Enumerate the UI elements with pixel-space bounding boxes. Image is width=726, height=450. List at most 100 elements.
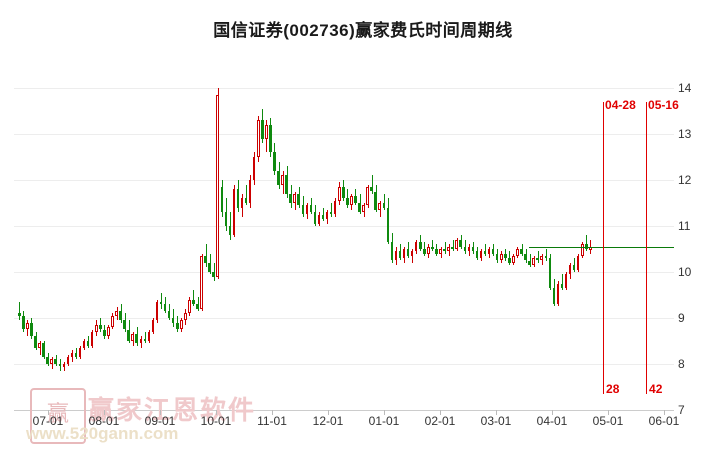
candle-wick — [144, 331, 146, 344]
x-axis-tick-label: 04-01 — [536, 414, 568, 428]
candle-body — [159, 301, 163, 305]
page-title: 国信证券(002736)赢家费氏时间周期线 — [213, 21, 513, 40]
candle-body — [491, 249, 495, 254]
candle-body — [378, 203, 382, 210]
candle-body — [30, 322, 33, 337]
candle-body — [443, 249, 446, 252]
candle-body — [285, 175, 288, 194]
candle-body — [220, 186, 224, 213]
y-axis-tick-label: 13 — [678, 127, 692, 141]
candle-body — [536, 258, 539, 261]
fib-42-top-label: 05-16 — [648, 98, 679, 112]
candle-body — [42, 343, 45, 358]
candle-body — [451, 246, 454, 249]
candle-body — [358, 203, 361, 213]
x-axis-tick-mark — [48, 410, 49, 415]
candle-wick — [229, 212, 231, 240]
candle-body — [301, 205, 305, 215]
candle-body — [410, 251, 414, 256]
candle-body — [447, 246, 450, 252]
candle-wick — [537, 251, 539, 263]
candle-body — [398, 251, 402, 259]
candle-body — [196, 304, 199, 309]
candle-body — [86, 341, 90, 346]
y-axis-tick-label: 10 — [678, 265, 692, 279]
candle-body — [50, 359, 53, 364]
candle-body — [277, 170, 280, 185]
candle-body — [269, 124, 272, 153]
candle-wick — [173, 308, 175, 328]
candle-body — [333, 200, 337, 215]
x-axis-tick-mark — [104, 410, 105, 415]
watermark-url: www.520gann.com — [26, 424, 179, 443]
candle-body — [524, 253, 527, 261]
candle-body — [54, 359, 58, 364]
candle-body — [406, 249, 410, 256]
candle-body — [548, 258, 552, 289]
candle-body — [435, 249, 438, 254]
candle-body — [188, 299, 191, 314]
candle-wick — [39, 341, 41, 355]
candle-body — [342, 186, 345, 199]
candle-body — [479, 251, 483, 259]
candle-body — [74, 352, 78, 358]
x-axis-tick-label: 07-01 — [32, 414, 64, 428]
x-axis-tick-mark — [552, 410, 553, 415]
candle-body — [248, 180, 252, 203]
candle-body — [346, 198, 349, 206]
candle-body — [90, 331, 94, 346]
gridline — [14, 318, 674, 319]
candle-wick — [383, 193, 385, 210]
candle-body — [139, 338, 143, 344]
y-axis-tick-label: 12 — [678, 173, 692, 187]
candle-body — [366, 186, 369, 206]
candle-body — [350, 196, 353, 206]
candle-body — [544, 255, 548, 259]
y-axis-tick-label: 11 — [678, 219, 691, 233]
candle-body — [204, 255, 207, 263]
gridline — [14, 272, 674, 273]
candle-body — [135, 334, 139, 344]
candle-wick — [161, 292, 163, 309]
candle-body — [467, 246, 471, 252]
candle-body — [431, 246, 434, 249]
candle-body — [192, 299, 195, 305]
candle-body — [540, 255, 544, 261]
candle-body — [281, 175, 284, 185]
candle-body — [232, 189, 236, 236]
candle-body — [483, 251, 487, 254]
candle-body — [34, 336, 37, 348]
fib-vline-42 — [646, 102, 648, 394]
candle-wick — [586, 235, 588, 252]
candle-body — [560, 283, 564, 289]
candle-body — [471, 246, 475, 252]
candle-wick — [529, 253, 531, 268]
candle-body — [293, 193, 296, 203]
candle-body — [528, 260, 531, 266]
gridline — [14, 88, 674, 89]
x-axis-tick-mark — [328, 410, 329, 415]
x-axis-tick-label: 05-01 — [592, 414, 624, 428]
candle-wick — [412, 249, 414, 263]
candle-wick — [545, 249, 547, 261]
candle-body — [572, 265, 576, 270]
y-axis-tick-label: 14 — [678, 81, 692, 95]
candle-body — [568, 265, 572, 275]
candle-wick — [574, 258, 576, 272]
candle-body — [386, 207, 390, 243]
candle-wick — [347, 189, 349, 208]
candle-body — [119, 311, 122, 321]
candle-wick — [452, 239, 454, 252]
x-axis-tick-label: 12-01 — [312, 414, 344, 428]
x-axis-tick-mark — [664, 410, 665, 415]
candle-body — [175, 322, 179, 330]
candle-body — [252, 157, 256, 180]
candle-body — [459, 239, 463, 247]
x-axis-tick-label: 11-01 — [257, 414, 287, 428]
candlestick-chart — [14, 88, 674, 411]
candle-body — [265, 124, 268, 139]
x-axis-tick-label: 08-01 — [88, 414, 120, 428]
candle-body — [62, 364, 66, 367]
candle-body — [370, 186, 373, 192]
candle-body — [532, 258, 535, 266]
